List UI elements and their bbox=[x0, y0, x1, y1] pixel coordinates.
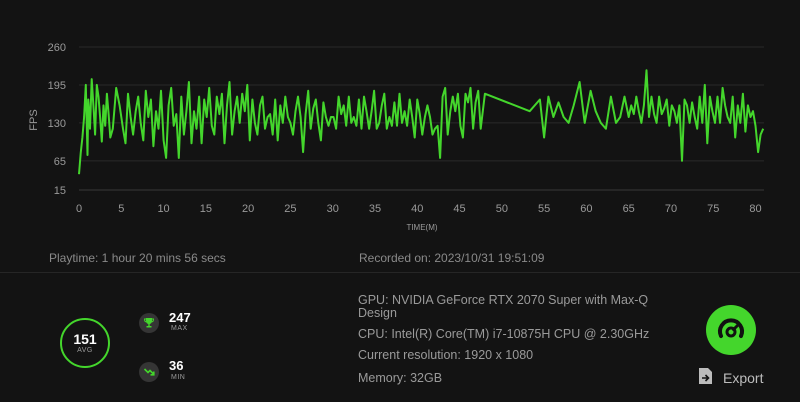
x-tick-label: 25 bbox=[284, 203, 296, 215]
y-tick-label: 15 bbox=[54, 185, 66, 197]
x-tick-label: 75 bbox=[707, 203, 719, 215]
x-tick-label: 40 bbox=[411, 203, 423, 215]
x-tick-label: 70 bbox=[665, 203, 677, 215]
y-tick-labels: 15 65 130 195 260 bbox=[48, 42, 66, 197]
x-tick-label: 20 bbox=[242, 203, 254, 215]
export-label: Export bbox=[723, 370, 764, 386]
x-tick-labels: 0 5 10 15 20 25 30 35 40 45 50 55 60 65 70 75 80 bbox=[76, 203, 762, 215]
x-tick-label: 35 bbox=[369, 203, 381, 215]
playtime-text: Playtime: 1 hour 20 mins 56 secs bbox=[49, 251, 226, 265]
section-divider bbox=[0, 272, 800, 273]
recorded-text: Recorded on: 2023/10/31 19:51:09 bbox=[359, 251, 545, 265]
max-fps-label: MAX bbox=[171, 325, 188, 332]
x-tick-label: 15 bbox=[200, 203, 212, 215]
x-tick-label: 65 bbox=[623, 203, 635, 215]
min-fps-label: MIN bbox=[171, 374, 186, 381]
fps-series-line bbox=[78, 69, 765, 175]
x-tick-label: 30 bbox=[327, 203, 339, 215]
x-tick-label: 60 bbox=[580, 203, 592, 215]
grid-lines bbox=[79, 46, 764, 191]
x-tick-label: 0 bbox=[76, 203, 82, 215]
x-tick-label: 5 bbox=[118, 203, 124, 215]
gpu-info: GPU: NVIDIA GeForce RTX 2070 Super with … bbox=[358, 293, 649, 320]
gauge-logo-icon[interactable] bbox=[706, 305, 756, 355]
avg-fps-label: AVG bbox=[77, 347, 93, 354]
x-tick-label: 10 bbox=[157, 203, 169, 215]
avg-fps-value: 151 bbox=[73, 331, 97, 347]
resolution-info: Current resolution: 1920 x 1080 bbox=[358, 348, 534, 362]
y-tick-label: 65 bbox=[54, 156, 66, 168]
trophy-icon bbox=[139, 313, 159, 333]
x-tick-label: 55 bbox=[538, 203, 550, 215]
avg-fps-ring: 151 AVG bbox=[60, 318, 110, 368]
trend-down-icon bbox=[139, 362, 159, 382]
min-fps-value: 36 bbox=[169, 358, 184, 373]
max-fps-value: 247 bbox=[169, 310, 191, 325]
memory-info: Memory: 32GB bbox=[358, 371, 443, 385]
x-axis-label: TIME(M) bbox=[406, 223, 437, 232]
export-icon bbox=[698, 367, 714, 390]
y-tick-label: 130 bbox=[48, 118, 66, 130]
fps-chart: 15 65 130 195 260 0 5 10 15 20 25 30 35 40 45 50 55 60 65… bbox=[28, 42, 765, 232]
y-axis-label: FPS bbox=[28, 109, 40, 130]
x-tick-label: 45 bbox=[453, 203, 465, 215]
cpu-info: CPU: Intel(R) Core(TM) i7-10875H CPU @ 2… bbox=[358, 327, 650, 341]
export-button[interactable]: Export bbox=[698, 367, 764, 390]
y-tick-label: 195 bbox=[48, 80, 66, 92]
y-tick-label: 260 bbox=[48, 42, 66, 54]
x-tick-label: 80 bbox=[749, 203, 761, 215]
x-tick-label: 50 bbox=[496, 203, 508, 215]
